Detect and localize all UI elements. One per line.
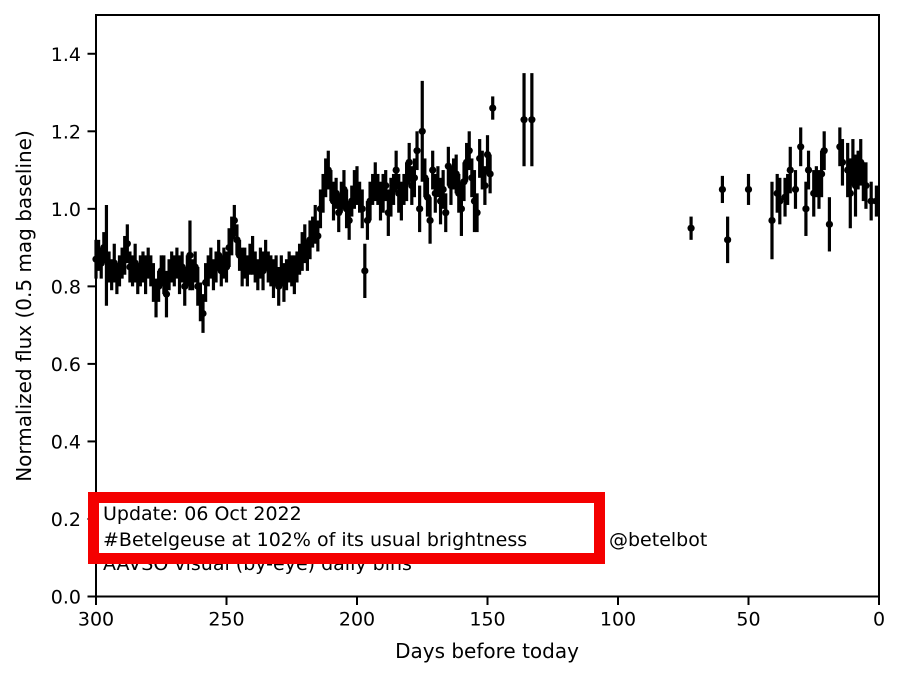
data-point <box>802 205 810 213</box>
data-point <box>768 216 776 225</box>
data-point <box>776 197 784 205</box>
data-point <box>439 185 447 194</box>
data-point <box>791 185 800 194</box>
data-point <box>186 251 194 259</box>
data-point <box>429 166 437 174</box>
y-tick-label: 1.4 <box>51 44 81 66</box>
data-point <box>392 166 400 174</box>
x-tick-label: 300 <box>78 609 114 631</box>
data-point <box>358 205 366 213</box>
y-tick-label: 1.0 <box>51 199 81 221</box>
data-point <box>520 116 528 124</box>
data-point <box>820 147 828 155</box>
x-tick-label: 0 <box>873 609 885 631</box>
data-point <box>230 216 238 225</box>
data-point <box>162 290 171 298</box>
data-point <box>418 127 426 135</box>
data-point <box>867 197 875 205</box>
data-point <box>718 185 727 194</box>
y-axis-label: Normalized flux (0.5 mag baseline) <box>12 130 36 482</box>
data-point <box>687 224 695 232</box>
data-point <box>465 147 473 155</box>
data-point <box>872 197 880 205</box>
data-point <box>457 205 465 213</box>
data-point <box>345 216 353 225</box>
data-point <box>361 267 369 275</box>
y-tick-label: 0.2 <box>51 509 81 531</box>
data-point <box>804 166 813 174</box>
y-tick-label: 0.8 <box>51 276 81 298</box>
data-point <box>473 209 481 217</box>
data-point <box>817 170 826 178</box>
x-tick-label: 150 <box>469 609 505 631</box>
data-point <box>744 185 753 194</box>
y-tick-label: 0.0 <box>51 587 81 609</box>
data-point <box>486 170 494 178</box>
data-point <box>825 220 834 228</box>
data-point <box>410 174 419 182</box>
data-point <box>314 232 322 240</box>
x-tick-label: 50 <box>736 609 760 631</box>
data-point <box>862 181 870 190</box>
data-point <box>382 181 390 190</box>
data-point <box>786 166 794 174</box>
data-point <box>838 158 847 166</box>
annotation-tweet-text: #Betelgeuse at 102% of its usual brightn… <box>103 529 528 551</box>
data-point <box>405 158 413 166</box>
data-point <box>797 143 805 151</box>
y-tick-label: 0.4 <box>51 431 81 453</box>
x-tick-label: 100 <box>600 609 636 631</box>
data-point <box>724 236 732 244</box>
x-tick-label: 200 <box>339 609 375 631</box>
data-point <box>416 205 424 213</box>
annotation-bot-handle: @betelbot <box>609 529 708 551</box>
data-point <box>413 147 421 155</box>
data-point <box>426 216 434 225</box>
x-axis-label: Days before today <box>395 639 579 663</box>
data-point <box>489 104 497 112</box>
highlight-box <box>88 492 605 564</box>
y-tick-label: 1.2 <box>51 121 81 143</box>
data-point <box>123 240 131 248</box>
x-tick-label: 250 <box>208 609 244 631</box>
y-tick-label: 0.6 <box>51 354 81 376</box>
data-point <box>481 181 489 190</box>
data-point <box>528 116 536 124</box>
data-point <box>442 209 450 217</box>
annotation-update-date: Update: 06 Oct 2022 <box>103 503 302 525</box>
data-point <box>199 309 207 318</box>
data-point <box>846 189 854 197</box>
